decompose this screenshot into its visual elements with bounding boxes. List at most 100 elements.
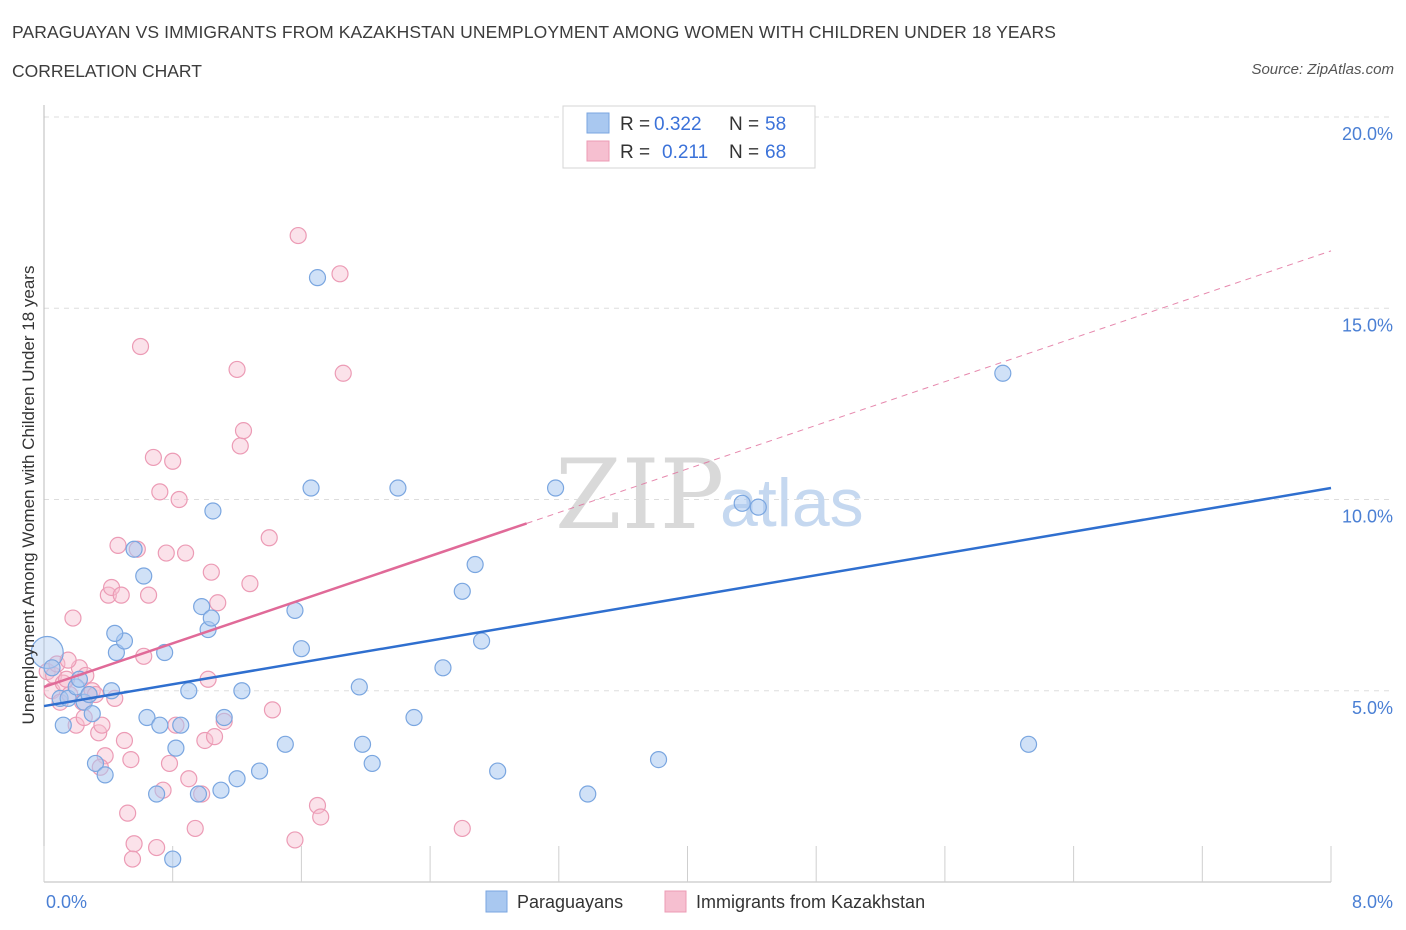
- paraguayans-point-35: [250, 762, 269, 780]
- paraguayans-point-31: [212, 781, 230, 799]
- y-tick-label-1: 10.0%: [1342, 507, 1393, 527]
- series-paraguayans-points: [30, 269, 1038, 868]
- kazakhstan-point-34: [151, 483, 169, 501]
- paraguayans-point-54: [733, 494, 751, 512]
- kazakhstan-point-64: [123, 850, 142, 868]
- legend-swatch-paraguayans: [586, 112, 610, 134]
- y-tick-label-3: 20.0%: [1342, 124, 1393, 144]
- paraguayans-point-40: [308, 269, 327, 287]
- y-tick-label-2: 15.0%: [1342, 315, 1393, 335]
- legend-n-label-1: N =: [729, 114, 759, 135]
- kazakhstan-point-17: [93, 716, 111, 734]
- paraguayans-point-16: [125, 540, 143, 558]
- kazakhstan-point-25: [119, 804, 137, 822]
- bottom-legend-swatch-paraguayans: [485, 890, 508, 913]
- paraguayans-point-34: [233, 682, 251, 700]
- paraguayans-point-51: [546, 479, 565, 497]
- kazakhstan-point-53: [234, 422, 253, 440]
- legend-top: R = 0.322 N = 58 R = 0.211 N = 68: [562, 105, 816, 169]
- watermark-zip: ZIP: [555, 439, 724, 551]
- legend-bottom: Paraguayans Immigrants from Kazakhstan: [485, 890, 925, 913]
- kazakhstan-point-24: [115, 731, 134, 750]
- paraguayans-point-57: [1019, 735, 1038, 753]
- kazakhstan-point-49: [209, 594, 227, 612]
- legend-r-label-2: R =: [620, 142, 650, 163]
- y-axis-tick-labels: 5.0% 10.0% 15.0% 20.0%: [1342, 124, 1393, 718]
- paraguayans-point-43: [363, 754, 381, 773]
- paraguayans-point-29: [202, 609, 220, 627]
- paraguayans-point-32: [215, 708, 233, 727]
- kazakhstan-point-54: [241, 575, 259, 593]
- paraguayans-point-18: [138, 708, 156, 727]
- kazakhstan-point-40: [170, 490, 188, 509]
- kazakhstan-point-63: [453, 819, 471, 838]
- kazakhstan-point-33: [148, 838, 166, 857]
- paraguayans-point-15: [106, 624, 124, 642]
- x-axis-ticks: [43, 846, 1332, 882]
- paraguayans-point-55: [749, 498, 767, 516]
- chart-subtitle: CORRELATION CHART: [12, 61, 202, 81]
- kazakhstan-point-37: [160, 754, 179, 773]
- trend-line-kazakhstan-extension: [526, 250, 1332, 524]
- kazakhstan-point-45: [196, 731, 214, 750]
- paraguayans-point-48: [466, 555, 484, 574]
- x-tick-label-max: 8.0%: [1352, 892, 1393, 912]
- trend-lines: [43, 250, 1332, 708]
- paraguayans-point-23: [167, 739, 185, 757]
- kazakhstan-point-48: [205, 728, 224, 746]
- kazakhstan-point-55: [260, 529, 278, 547]
- paraguayans-point-24: [172, 716, 190, 734]
- paraguayans-point-20: [151, 716, 169, 734]
- kazakhstan-point-29: [131, 337, 150, 356]
- kazakhstan-point-61: [331, 265, 349, 283]
- grid-lines: [44, 116, 1391, 692]
- paraguayans-point-22: [164, 850, 182, 868]
- paraguayans-point-49: [472, 632, 491, 650]
- chart-title: PARAGUAYAN VS IMMIGRANTS FROM KAZAKHSTAN…: [12, 22, 1056, 42]
- paraguayans-point-50: [489, 762, 507, 780]
- legend-r-value-2: 0.211: [662, 142, 708, 163]
- kazakhstan-point-26: [122, 750, 140, 769]
- bottom-legend-label-kazakhstan: Immigrants from Kazakhstan: [696, 892, 925, 912]
- paraguayans-point-45: [405, 708, 423, 727]
- paraguayans-point-19: [148, 785, 166, 803]
- kazakhstan-point-47: [202, 563, 220, 581]
- paraguayans-point-33: [228, 770, 246, 788]
- legend-n-value-1: 58: [765, 114, 786, 135]
- kazakhstan-point-51: [228, 360, 246, 379]
- kazakhstan-point-43: [186, 819, 204, 838]
- paraguayans-point-47: [453, 582, 471, 600]
- kazakhstan-point-57: [286, 831, 304, 849]
- x-tick-label-min: 0.0%: [46, 892, 87, 912]
- source-credit: Source: ZipAtlas.com: [1251, 61, 1394, 78]
- kazakhstan-point-8: [64, 609, 82, 627]
- legend-r-label-1: R =: [620, 114, 650, 135]
- kazakhstan-point-27: [125, 835, 143, 853]
- kazakhstan-point-42: [180, 770, 198, 788]
- kazakhstan-point-23: [112, 586, 130, 604]
- paraguayans-point-39: [302, 479, 320, 497]
- kazakhstan-point-31: [139, 586, 158, 604]
- kazakhstan-point-58: [289, 226, 307, 245]
- paraguayans-point-44: [389, 479, 407, 497]
- kazakhstan-point-52: [231, 437, 249, 455]
- paraguayans-point-9: [83, 705, 101, 723]
- kazakhstan-point-36: [157, 544, 175, 562]
- paraguayans-point-53: [649, 750, 668, 769]
- paraguayans-point-52: [579, 785, 597, 803]
- paraguayans-point-41: [350, 678, 368, 696]
- legend-r-value-1: 0.322: [654, 114, 702, 135]
- kazakhstan-point-22: [109, 536, 127, 555]
- bottom-legend-swatch-kazakhstan: [664, 890, 687, 913]
- kazakhstan-point-62: [334, 364, 352, 382]
- y-tick-label-0: 5.0%: [1352, 698, 1393, 718]
- kazakhstan-point-41: [176, 544, 195, 562]
- paraguayans-point-1: [43, 659, 61, 677]
- legend-swatch-kazakhstan: [586, 140, 610, 162]
- paraguayans-point-36: [276, 735, 294, 753]
- kazakhstan-point-67: [59, 651, 77, 669]
- kazakhstan-point-32: [144, 448, 162, 467]
- paraguayans-point-10: [86, 754, 105, 773]
- kazakhstan-point-38: [164, 452, 182, 470]
- trend-line-kazakhstan: [43, 522, 528, 689]
